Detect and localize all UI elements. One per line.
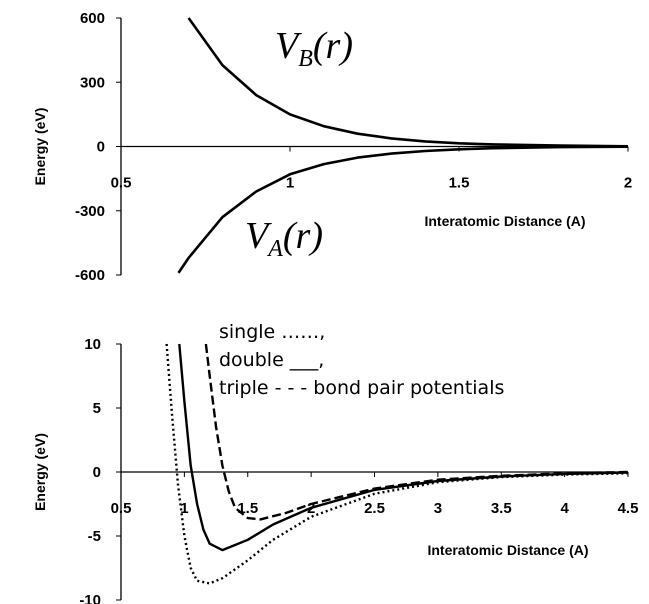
x-tick-label: 3.5 [491, 500, 512, 517]
x-tick-label: 4.5 [618, 500, 639, 517]
y-tick-label: 0 [93, 464, 101, 481]
y-tick-label: -10 [79, 592, 101, 604]
y-tick-label: 10 [84, 336, 101, 353]
legend-line-2: triple - - - bond pair potentials [219, 377, 504, 399]
x-axis-label: Interatomic Distance (A) [427, 542, 588, 558]
x-tick-label: 1.5 [237, 500, 258, 517]
y-tick-label: -300 [75, 203, 105, 220]
y-tick-label: -600 [75, 267, 105, 284]
x-tick-label: 4 [560, 500, 569, 517]
series-label-0: VB(r) [275, 25, 353, 72]
x-tick-label: 2.5 [364, 500, 385, 517]
x-tick-label: 1 [180, 500, 188, 517]
x-tick-label: 3 [434, 500, 442, 517]
y-tick-label: -5 [88, 528, 101, 545]
x-tick-label: 0.5 [111, 175, 132, 192]
series-line-0 [187, 17, 629, 148]
legend-line-1: double ___, [219, 349, 324, 371]
top-chart: 600 300 0 -300 -600 0.5 1 1.5 2 Interatomic Dista… [32, 10, 632, 284]
y-axis-label: Energy (eV) [32, 108, 48, 186]
series-line-1 [177, 145, 629, 274]
y-tick-label: 600 [80, 10, 105, 27]
x-tick-label: 1.5 [449, 175, 470, 192]
series-line-triple [204, 343, 629, 521]
x-tick-label: 0.5 [111, 500, 132, 517]
x-tick-label: 1 [286, 175, 294, 192]
series-label-1: VA(r) [245, 215, 323, 262]
y-axis-label: Energy (eV) [32, 433, 48, 511]
x-tick-label: 2 [624, 175, 632, 192]
series-line-single [165, 343, 629, 585]
legend-line-0: single ……, [219, 321, 325, 343]
y-tick-label: 0 [97, 139, 105, 156]
x-axis-label: Interatomic Distance (A) [424, 213, 585, 229]
y-tick-label: 300 [80, 74, 105, 91]
series-line-double [178, 343, 629, 552]
y-tick-label: 5 [93, 400, 101, 417]
